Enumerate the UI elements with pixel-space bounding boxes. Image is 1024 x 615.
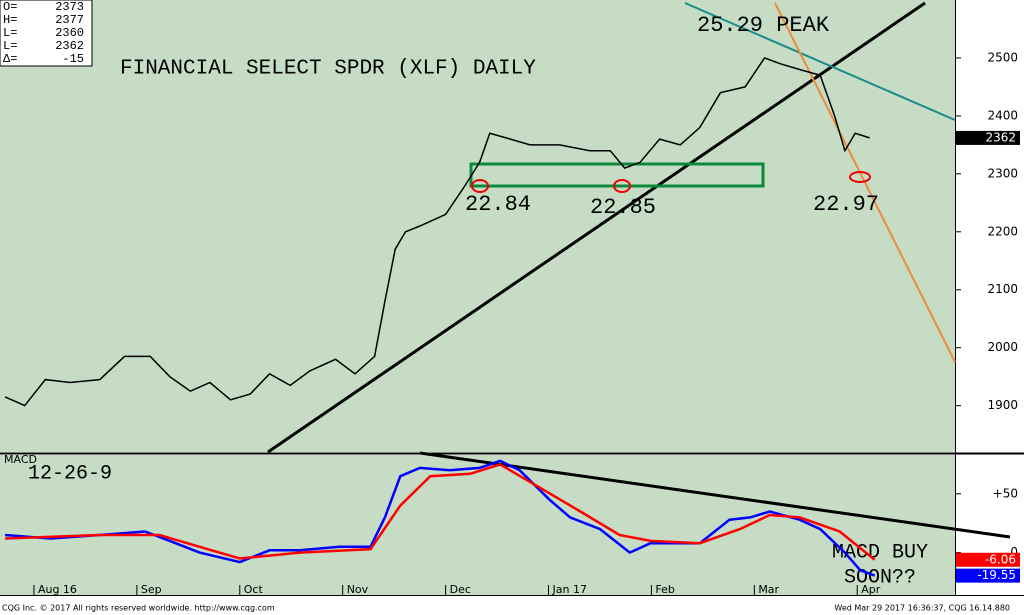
y-tick-label: 0 — [1010, 545, 1018, 559]
annotation: 25.29 PEAK — [697, 13, 830, 38]
footer-right: Wed Mar 29 2017 16:36:37, CQG 16.14.880 — [834, 604, 1010, 613]
last-value-box — [956, 130, 1020, 145]
macd-panel — [0, 455, 955, 595]
ohlc-box — [0, 0, 93, 67]
last-value-label: 2362 — [985, 130, 1016, 144]
ohlc-label: O= — [3, 0, 17, 14]
last-value-box — [956, 568, 1020, 583]
trend-line — [267, 1, 926, 454]
x-tick-label: Feb — [655, 583, 674, 596]
low-marker — [471, 179, 489, 193]
y-tick-label: 2100 — [987, 282, 1018, 296]
panel-title: MACD — [4, 453, 37, 466]
last-value-label: -6.06 — [985, 552, 1016, 566]
y-tick-label: 2200 — [987, 224, 1018, 238]
ohlc-value: 2362 — [55, 39, 84, 53]
series-line — [5, 459, 876, 577]
x-tick-label: Oct — [244, 583, 264, 596]
last-value-label: -19.55 — [977, 568, 1016, 582]
ohlc-value: -15 — [62, 52, 84, 66]
low-marker — [849, 171, 871, 183]
ohlc-label: L= — [3, 39, 17, 53]
x-tick-label: Jan 17 — [552, 583, 587, 596]
x-tick-label: Mar — [758, 583, 779, 596]
y-tick-label: 2400 — [987, 108, 1018, 122]
price-panel — [0, 0, 955, 452]
annotation: MACD BUY — [832, 541, 928, 564]
ohlc-value: 2373 — [55, 0, 84, 14]
ohlc-value: 2377 — [55, 13, 84, 27]
x-tick-label: Nov — [347, 583, 369, 596]
ohlc-label: H= — [3, 13, 17, 27]
last-value-box — [956, 552, 1020, 567]
annotation: 22.85 — [590, 195, 656, 220]
series-line — [4, 56, 870, 407]
low-marker — [613, 179, 631, 193]
x-tick-label: Dec — [450, 583, 471, 596]
x-tick-label: Apr — [861, 583, 881, 596]
x-tick-label: Sep — [141, 583, 162, 596]
downtrend-line — [774, 2, 956, 363]
macd-trend-line — [419, 451, 1011, 539]
ohlc-label: L= — [3, 26, 17, 40]
ohlc-label: Δ= — [3, 52, 17, 66]
chart-title: FINANCIAL SELECT SPDR (XLF) DAILY — [120, 58, 536, 81]
y-tick-label: 2500 — [987, 50, 1018, 64]
y-tick-label: 2000 — [987, 340, 1018, 354]
annotation: 22.97 — [813, 192, 879, 217]
x-tick-label: Aug 16 — [38, 583, 77, 596]
resistance-line — [684, 2, 956, 121]
series-line — [5, 463, 876, 561]
y-tick-label: +50 — [993, 486, 1018, 500]
footer-left: CQG Inc. © 2017 All rights reserved worl… — [2, 604, 275, 613]
ohlc-value: 2360 — [55, 26, 84, 40]
y-tick-label: 1900 — [987, 398, 1018, 412]
panel-subtitle: 12-26-9 — [28, 462, 112, 485]
annotation: 22.84 — [465, 192, 531, 217]
y-tick-label: 2300 — [987, 166, 1018, 180]
